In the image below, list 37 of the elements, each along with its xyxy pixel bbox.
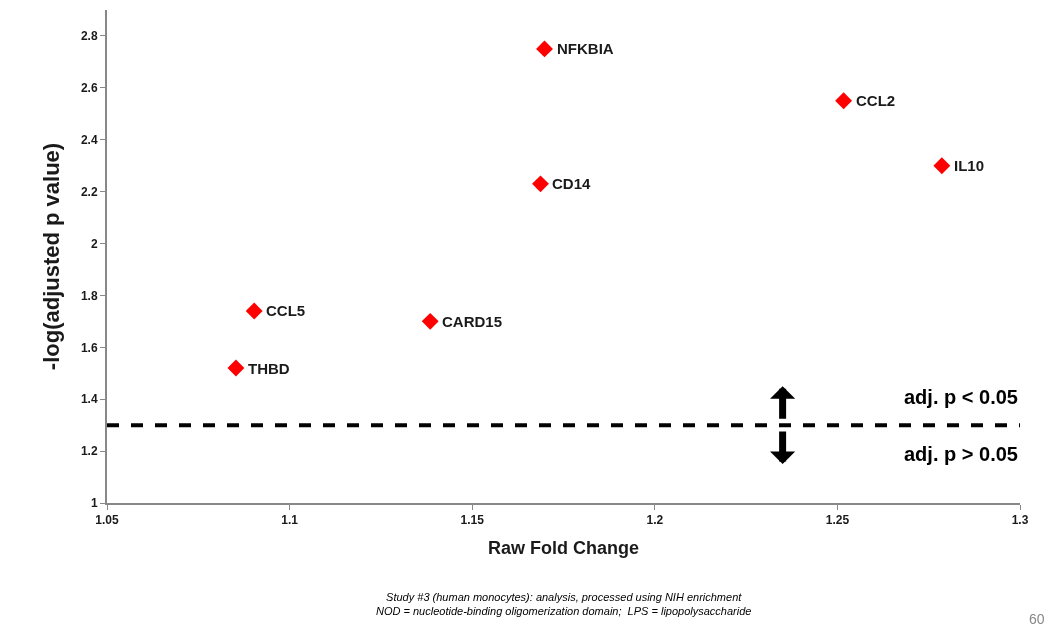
y-tick-label: 1.8 [80,288,98,303]
annotation: adj. p < 0.05 [904,386,1018,408]
point [536,40,553,58]
x-tick-label: 1.1 [281,513,299,528]
point [835,92,853,110]
point [933,157,951,175]
text: NOD = nucleotide-binding oligomerization domain; LPS = lipopolysaccharide [376,605,752,618]
annotation: NFKBIA [557,40,614,57]
text: Study #3 (human monocytes): analysis, processed using NIH enrichment [386,591,743,603]
point [421,312,439,330]
y-tick-label: 2.6 [80,81,98,96]
y-tick-label: 1.2 [80,444,98,459]
annotation: IL10 [954,157,985,174]
y-tick-label: 1 [90,496,98,511]
point [532,175,549,193]
y-tick-label: 1.6 [80,340,98,355]
annotation: adj. p > 0.05 [904,443,1018,465]
x-tick-label: 1.2 [646,513,664,528]
annotation: CCL2 [856,92,896,109]
y-axis-title: -log(adjusted p value) [39,142,65,371]
y-tick-label: 1.4 [80,392,98,407]
y-tick-label: 2.8 [80,29,98,44]
x-tick-label: 1.05 [95,513,119,528]
x-tick-label: 1.15 [460,513,485,528]
annotation: CCL5 [266,302,306,319]
x-axis-title: Raw Fold Change [487,538,640,558]
y-tick-label: 2.4 [80,132,98,147]
point [245,302,263,320]
x-tick-label: 1.25 [825,513,850,528]
annotation: CD14 [552,175,592,192]
point [227,359,245,377]
x-tick-label: 1.3 [1011,513,1029,528]
y-tick-label: 2.2 [80,184,98,199]
annotation: CARD15 [442,313,503,330]
y-tick-label: 2 [90,236,98,251]
text: 60 [1029,611,1045,627]
annotation: THBD [248,360,290,377]
